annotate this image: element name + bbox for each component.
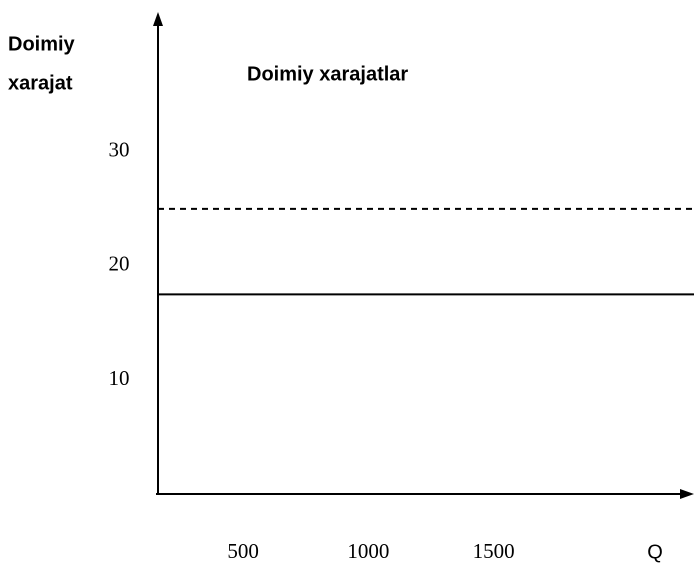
y-tick-label: 20 [109, 252, 130, 276]
x-tick-label: 1000 [347, 539, 389, 563]
y-axis-arrow [153, 12, 163, 26]
y-axis-label: Doimiy [8, 33, 76, 55]
chart-title: Doimiy xarajatlar [247, 63, 408, 85]
x-tick-label: 1500 [473, 539, 515, 563]
y-axis-label: xarajat [8, 72, 73, 94]
x-axis-arrow [680, 489, 694, 499]
y-tick-label: 30 [109, 138, 130, 162]
x-axis-label: Q [647, 541, 663, 563]
x-tick-label: 500 [227, 539, 259, 563]
y-tick-label: 10 [109, 366, 130, 390]
